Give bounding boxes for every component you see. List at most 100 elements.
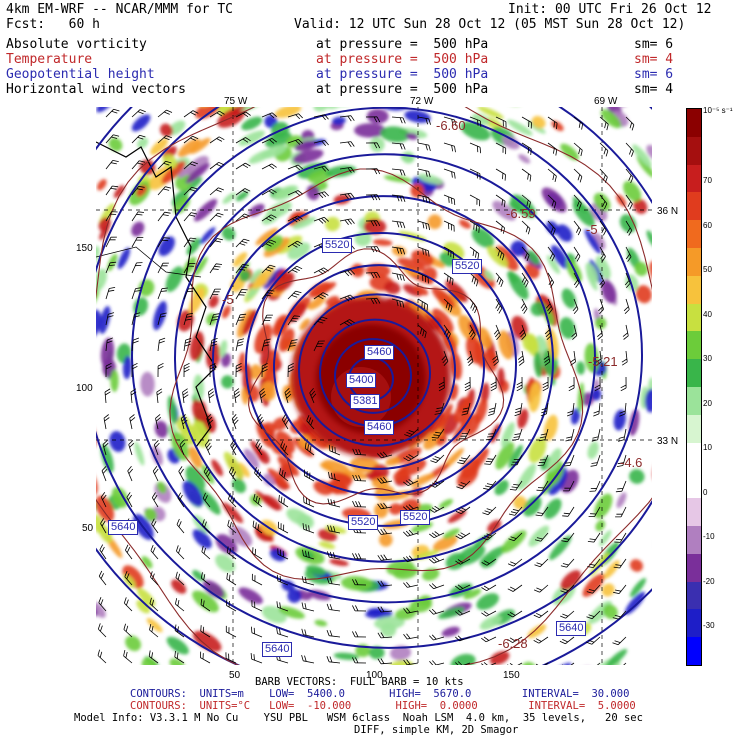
wind-barb: [204, 440, 212, 456]
wind-barb: [573, 272, 580, 288]
wind-barb: [131, 287, 142, 300]
wind-barb: [231, 414, 239, 430]
wind-barb: [125, 544, 133, 560]
wind-barb: [404, 428, 419, 437]
wind-barb: [459, 428, 471, 440]
wind-barb: [434, 402, 445, 415]
temperature-contour: [169, 168, 584, 580]
wind-barb: [235, 213, 251, 222]
wind-barb: [483, 480, 497, 490]
wind-barb: [495, 220, 505, 234]
wind-barb: [365, 116, 381, 123]
colorbar-segment: [687, 609, 701, 638]
wind-barb: [287, 363, 294, 378]
wind-barb: [183, 263, 196, 274]
wind-barb: [507, 662, 523, 665]
wind-barb: [313, 340, 325, 352]
wind-barb: [235, 188, 251, 196]
wind-barb: [403, 479, 419, 486]
wind-barb: [533, 636, 549, 644]
wind-barb: [313, 292, 329, 300]
wind-barb: [209, 362, 216, 378]
wind-barb: [493, 324, 501, 340]
wind-barb: [313, 191, 329, 199]
wind-barb: [100, 492, 107, 508]
colorbar-tick-label: 10: [703, 443, 712, 452]
wind-barb: [573, 116, 584, 130]
wind-barb: [560, 584, 575, 594]
wind-barb: [183, 362, 190, 378]
wind-barb: [126, 492, 133, 508]
wind-barb: [443, 220, 455, 232]
wind-barb: [209, 313, 220, 326]
wind-barb: [339, 141, 355, 148]
wind-barb: [339, 218, 355, 226]
wind-barb: [176, 518, 185, 534]
colorbar-segment: [687, 526, 701, 555]
wind-barb: [280, 441, 289, 456]
wind-barb: [591, 428, 601, 442]
wind-barb: [287, 164, 303, 171]
wind-barb: [481, 636, 497, 643]
wind-barb: [623, 298, 630, 314]
wind-barb: [516, 376, 523, 392]
wind-barb: [621, 350, 628, 366]
wind-barb: [209, 238, 223, 248]
wind-barb: [429, 608, 445, 615]
lon-label-72w: 72 W: [410, 96, 434, 107]
wind-barb: [225, 652, 237, 664]
wind-barb: [208, 388, 215, 404]
wind-barb: [226, 572, 237, 586]
wind-barb: [534, 558, 549, 568]
wind-barb: [403, 529, 419, 537]
wind-barb: [484, 454, 497, 465]
wind-barb: [175, 598, 185, 612]
field-level-temperature: at pressure = 500 hPa: [316, 52, 489, 67]
wind-barb: [441, 350, 449, 366]
wind-barb: [102, 440, 109, 456]
wind-barb: [377, 477, 393, 484]
wind-barb: [261, 314, 273, 326]
valid-time: Valid: 12 UTC Sun 28 Oct 12 (05 MST Sun …: [294, 17, 686, 32]
wind-barb: [235, 162, 251, 170]
wind-barb: [339, 319, 355, 327]
wind-barb: [624, 272, 631, 288]
wind-barb: [535, 506, 549, 517]
wind-barb: [179, 440, 186, 456]
wind-barb: [417, 142, 431, 152]
wind-barb: [157, 160, 172, 170]
colorbar-segment: [687, 220, 701, 249]
wind-barb: [391, 246, 406, 255]
wind-barb: [468, 324, 476, 340]
wind-barb: [183, 186, 198, 196]
wind-barb: [309, 388, 317, 404]
wind-barb: [255, 440, 263, 456]
wind-barb: [313, 114, 329, 121]
field-sm-wind: sm= 4: [634, 82, 674, 97]
wind-barb: [469, 298, 478, 314]
wind-barb: [520, 298, 528, 314]
wind-barb: [512, 428, 523, 441]
wind-barb: [519, 324, 527, 340]
wind-barb: [625, 246, 632, 262]
wind-barb: [183, 212, 197, 222]
colorbar-segment: [687, 275, 701, 305]
wind-barb: [206, 414, 214, 430]
wind-barb: [443, 298, 453, 313]
wind-barb: [547, 246, 555, 262]
wind-barb: [521, 168, 532, 182]
temp-label: -5: [222, 292, 234, 307]
wind-barb: [261, 239, 277, 248]
wind-barb: [105, 134, 120, 144]
wind-barb: [287, 215, 303, 223]
colorbar-segment: [687, 470, 701, 499]
wind-barb: [417, 168, 431, 178]
wind-barb: [105, 211, 118, 222]
wind-barb: [152, 466, 159, 482]
colorbar-tick-label: 60: [703, 220, 712, 230]
colorbar-segment: [687, 109, 701, 138]
wind-barb: [391, 142, 406, 150]
wind-barb: [252, 547, 263, 560]
wind-barb: [534, 532, 549, 542]
wind-barb: [495, 142, 507, 155]
